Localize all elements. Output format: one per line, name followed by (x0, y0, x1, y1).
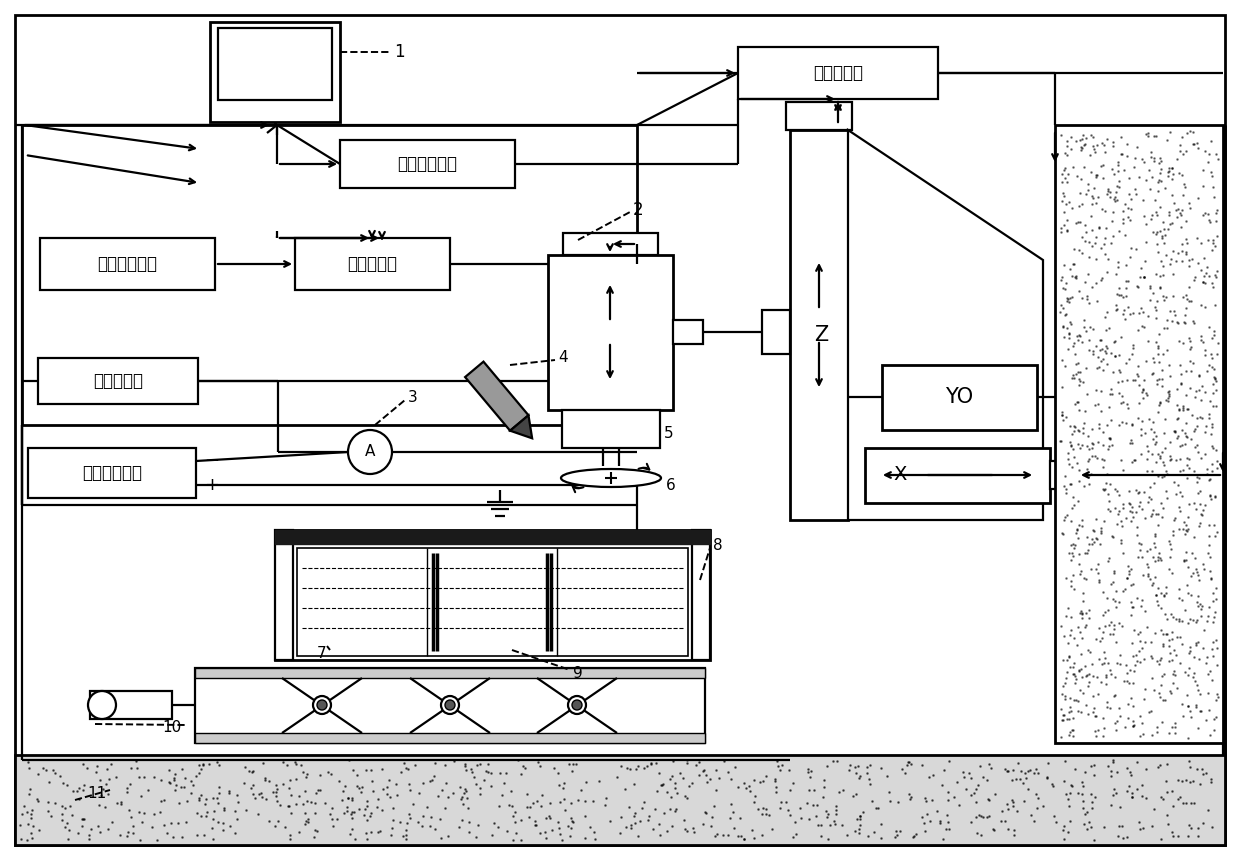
Bar (563, 233, 658, 255)
Polygon shape (848, 130, 1043, 520)
Bar (195, 733, 706, 743)
Bar (295, 238, 450, 290)
Bar (218, 28, 332, 100)
Text: 10: 10 (162, 721, 182, 735)
Bar (40, 238, 215, 290)
Bar (22, 125, 637, 425)
Text: 4: 4 (558, 349, 568, 365)
Circle shape (317, 700, 327, 710)
Bar (91, 691, 172, 719)
Bar (340, 140, 515, 188)
Bar (562, 410, 660, 448)
Bar (275, 530, 711, 660)
Text: 9: 9 (573, 666, 583, 680)
Text: X: X (893, 465, 906, 484)
Text: Z: Z (813, 325, 828, 345)
Bar (229, 141, 300, 153)
Text: 超声波发生器: 超声波发生器 (98, 255, 157, 273)
Circle shape (441, 696, 459, 714)
Bar (195, 135, 360, 163)
Bar (275, 530, 711, 544)
Circle shape (348, 430, 392, 474)
Bar (882, 365, 1037, 430)
Text: 11: 11 (88, 785, 107, 801)
Text: 6: 6 (666, 478, 676, 494)
Bar (190, 163, 365, 173)
Text: 7: 7 (316, 646, 326, 660)
Bar (763, 310, 790, 354)
Bar (548, 255, 673, 410)
Bar (1055, 125, 1223, 743)
Bar (195, 668, 706, 743)
Text: −: − (205, 452, 219, 470)
Text: +: + (205, 476, 219, 494)
Text: 1: 1 (394, 43, 404, 61)
Text: 运动控制卡: 运动控制卡 (813, 64, 863, 82)
Bar (738, 47, 937, 99)
Bar (29, 448, 196, 498)
Text: 8: 8 (713, 538, 723, 554)
Text: 3: 3 (408, 390, 418, 404)
Text: 5: 5 (663, 427, 673, 441)
Bar (298, 548, 688, 656)
Polygon shape (510, 415, 532, 439)
Bar (790, 130, 848, 520)
Polygon shape (185, 173, 370, 231)
Text: 变频变幅器: 变频变幅器 (347, 255, 398, 273)
Circle shape (312, 696, 331, 714)
Bar (275, 530, 293, 660)
Text: YO: YO (945, 387, 973, 407)
Circle shape (88, 691, 117, 719)
Text: 数据采集卡: 数据采集卡 (93, 372, 143, 390)
Bar (866, 448, 1050, 503)
Circle shape (572, 700, 582, 710)
Bar (692, 530, 711, 660)
Circle shape (568, 696, 587, 714)
Bar (1050, 461, 1078, 489)
Bar (673, 320, 703, 344)
Text: 高频脉冲电源: 高频脉冲电源 (82, 464, 143, 482)
Text: A: A (365, 445, 376, 459)
Bar (15, 755, 1225, 845)
Bar (195, 668, 706, 678)
Bar (465, 362, 528, 431)
Bar (38, 358, 198, 404)
Bar (210, 22, 340, 122)
Text: 2: 2 (632, 201, 644, 219)
Circle shape (445, 700, 455, 710)
Bar (786, 102, 852, 130)
Text: 可编程变频器: 可编程变频器 (398, 155, 458, 173)
Ellipse shape (560, 469, 661, 487)
